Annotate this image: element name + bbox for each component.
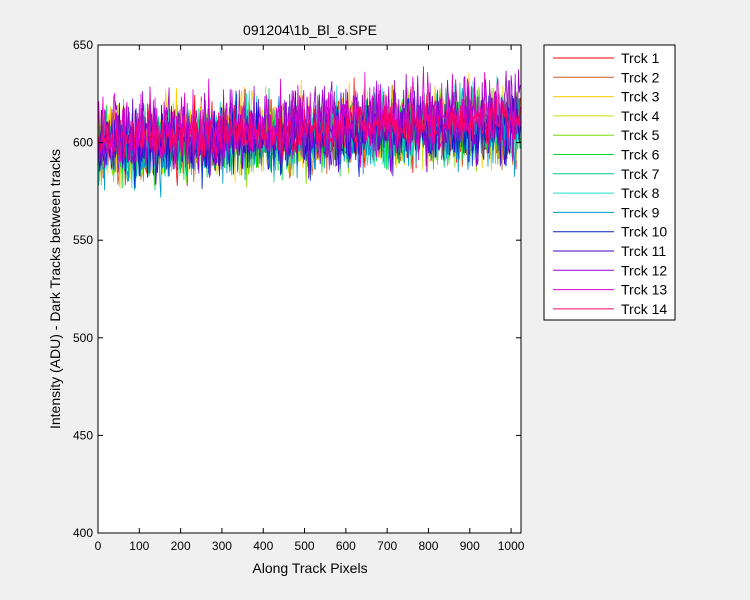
x-tick-label: 500 (295, 539, 315, 553)
x-tick-label: 600 (336, 539, 356, 553)
plot-frame (97, 44, 522, 534)
x-tick-label: 200 (171, 539, 191, 553)
y-tick-label: 600 (73, 136, 93, 150)
y-tick-label: 400 (73, 526, 93, 540)
legend-label: Trck 13 (621, 282, 667, 298)
series-line-14 (98, 95, 521, 168)
x-tick-label: 0 (95, 539, 102, 553)
x-tick-label: 1000 (498, 539, 525, 553)
legend: Trck 1 Trck 2 Trck 3 Trck 4 Trck 5 Trck 6 Trck… (543, 44, 676, 321)
legend-label: Trck 4 (621, 108, 660, 124)
x-axis-label: Along Track Pixels (252, 560, 367, 576)
legend-label: Trck 3 (621, 89, 660, 105)
y-tick-label: 550 (73, 233, 93, 247)
x-axis-ticks: 0 100 200 300 400 500 600 700 800 900 1000 (95, 45, 525, 553)
x-tick-label: 400 (253, 539, 273, 553)
legend-label: Trck 1 (621, 50, 660, 66)
legend-label: Trck 7 (621, 166, 660, 182)
x-tick-label: 100 (129, 539, 149, 553)
legend-label: Trck 12 (621, 262, 667, 278)
x-tick-label: 300 (212, 539, 232, 553)
x-tick-label: 900 (460, 539, 480, 553)
series-line-12 (98, 69, 521, 179)
legend-label: Trck 5 (621, 127, 660, 143)
y-tick-label: 650 (73, 38, 93, 52)
y-axis-label: Intensity (ADU) - Dark Tracks between tr… (47, 149, 63, 429)
y-tick-label: 450 (73, 428, 93, 442)
legend-items: Trck 1 Trck 2 Trck 3 Trck 4 Trck 5 Trck 6 Trck… (553, 50, 667, 317)
legend-label: Trck 6 (621, 147, 660, 163)
legend-label: Trck 2 (621, 69, 660, 85)
y-axis-ticks: 400 450 500 550 600 650 (73, 38, 521, 540)
x-tick-label: 700 (377, 539, 397, 553)
legend-label: Trck 9 (621, 204, 660, 220)
y-tick-label: 500 (73, 331, 93, 345)
legend-label: Trck 11 (621, 243, 666, 259)
chart-title: 091204\1b_Bl_8.SPE (243, 22, 377, 38)
series-lines (98, 66, 521, 198)
legend-box (543, 44, 676, 321)
legend-label: Trck 8 (621, 185, 660, 201)
x-tick-label: 800 (418, 539, 438, 553)
legend-label: Trck 14 (621, 301, 667, 317)
legend-label: Trck 10 (621, 224, 667, 240)
